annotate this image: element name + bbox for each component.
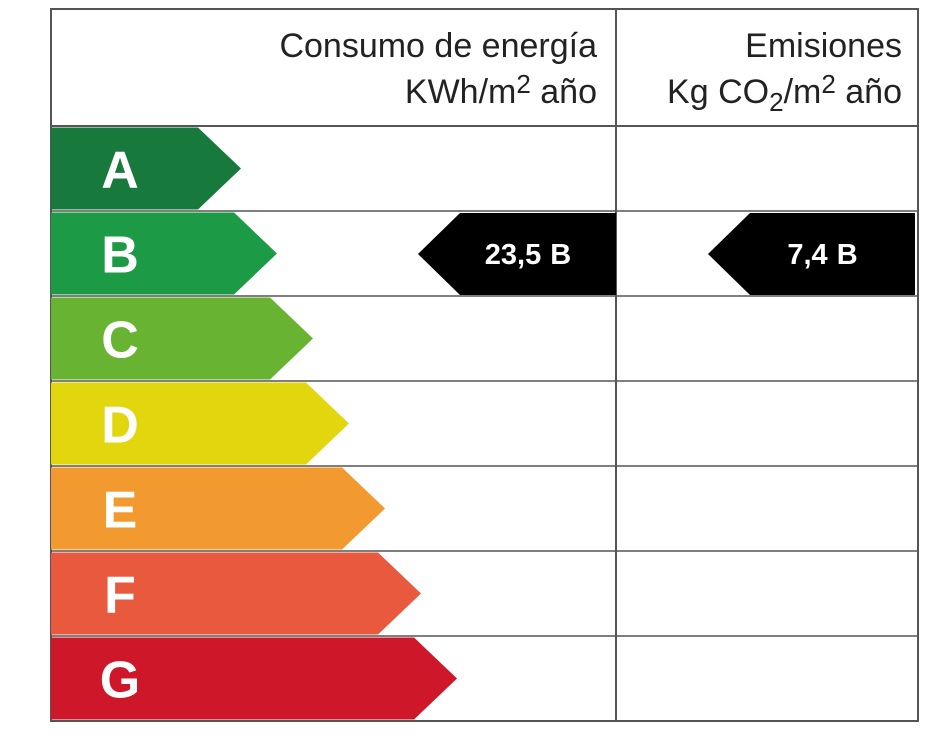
rating-letter: D <box>101 397 139 455</box>
rating-letter: E <box>103 482 138 540</box>
indicator-value: 23,5 <box>485 239 541 271</box>
indicator-rating: B <box>837 239 858 271</box>
indicator-rating: B <box>550 239 571 271</box>
rating-arrow <box>51 382 349 465</box>
emissions-header: Emisiones <box>745 27 902 65</box>
unit-part: KWh/m <box>405 73 516 111</box>
rating-arrow <box>51 552 421 635</box>
rating-arrow <box>51 297 313 380</box>
rating-arrow <box>51 212 277 295</box>
energy-indicator-label: 23,5 B <box>485 239 571 271</box>
energy-header: Consumo de energía <box>279 27 597 65</box>
rating-letter: C <box>101 312 139 370</box>
unit-part: 2 <box>821 69 835 99</box>
unit-part: 2 <box>516 69 530 99</box>
emissions-indicator <box>708 213 915 295</box>
energy-unit: KWh/m2 año <box>405 69 597 111</box>
unit-part: año <box>836 73 902 111</box>
unit-part: 2 <box>769 87 783 117</box>
unit-part: año <box>531 73 597 111</box>
emissions-indicator-label: 7,4 B <box>787 239 857 271</box>
rating-arrow <box>51 127 241 210</box>
rating-arrow <box>51 467 385 550</box>
rating-arrow <box>51 637 457 720</box>
rating-letter: A <box>101 142 139 200</box>
energy-indicator <box>418 213 616 295</box>
rating-letter: F <box>104 567 136 625</box>
rating-letter: B <box>101 227 139 285</box>
unit-part: Kg CO <box>667 73 769 111</box>
indicator-value: 7,4 <box>787 239 827 271</box>
emissions-unit: Kg CO2/m2 año <box>667 69 902 117</box>
unit-part: /m <box>784 73 822 111</box>
rating-letter: G <box>100 652 140 710</box>
